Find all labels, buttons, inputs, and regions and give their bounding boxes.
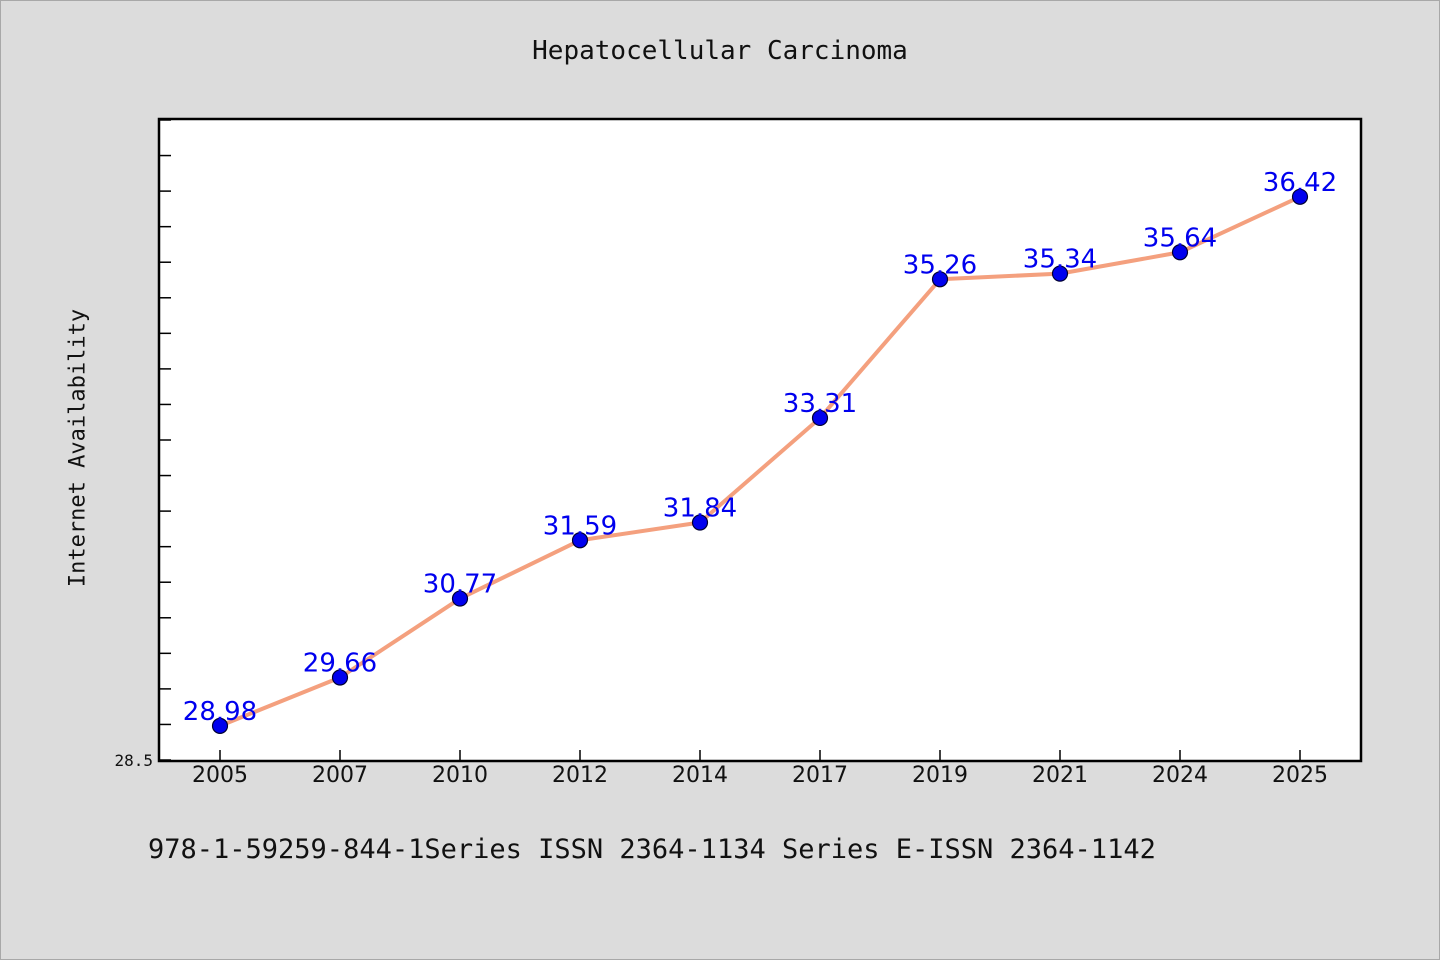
data-point: [211, 717, 229, 734]
data-label: 35.26: [903, 250, 977, 280]
data-point: [1171, 244, 1189, 261]
plot-area: [157, 117, 1363, 763]
x-ticks: 2005 2007 2010 2012 2014 2017 2019 2021 2024 2025: [192, 750, 1328, 788]
data-label: 36.42: [1263, 168, 1337, 198]
y-tick-label: 28.5: [114, 751, 153, 770]
data-point: [571, 532, 589, 549]
data-point: [451, 590, 469, 607]
data-point: [931, 271, 949, 288]
data-label: 35.34: [1023, 245, 1097, 275]
x-tick-label: 2025: [1272, 763, 1328, 788]
x-tick-label: 2007: [312, 763, 368, 788]
data-point: [1291, 188, 1309, 205]
x-tick-label: 2010: [432, 763, 488, 788]
x-tick-label: 2019: [912, 763, 968, 788]
data-label: 33.31: [783, 389, 857, 419]
chart-title: Hepatocellular Carcinoma: [532, 36, 908, 66]
y-ticks: 28.5: [114, 119, 171, 770]
x-tick-label: 2014: [672, 763, 728, 788]
data-point: [331, 669, 349, 686]
data-label: 30.77: [423, 570, 497, 600]
data-point: [1051, 265, 1069, 282]
data-label: 35.64: [1143, 223, 1217, 253]
x-tick-label: 2005: [192, 763, 248, 788]
data-label: 31.59: [543, 511, 617, 541]
data-label: 31.84: [663, 493, 737, 523]
x-tick-label: 2012: [552, 763, 608, 788]
data-labels: 28.98 29.66 30.77 31.59 31.84 33.31 35.26 35.34…: [183, 168, 1337, 727]
x-tick-label: 2021: [1032, 763, 1088, 788]
series-line: [219, 194, 1301, 728]
footer-isbn: 978-1-59259-844-1Series ISSN 2364-1134 S…: [148, 834, 1156, 865]
data-point: [811, 409, 829, 427]
data-label: 29.66: [303, 649, 377, 679]
markers: [211, 188, 1309, 734]
data-point: [691, 514, 709, 531]
x-tick-label: 2017: [792, 763, 848, 788]
data-label: 28.98: [183, 697, 257, 727]
x-tick-label: 2024: [1152, 763, 1208, 788]
